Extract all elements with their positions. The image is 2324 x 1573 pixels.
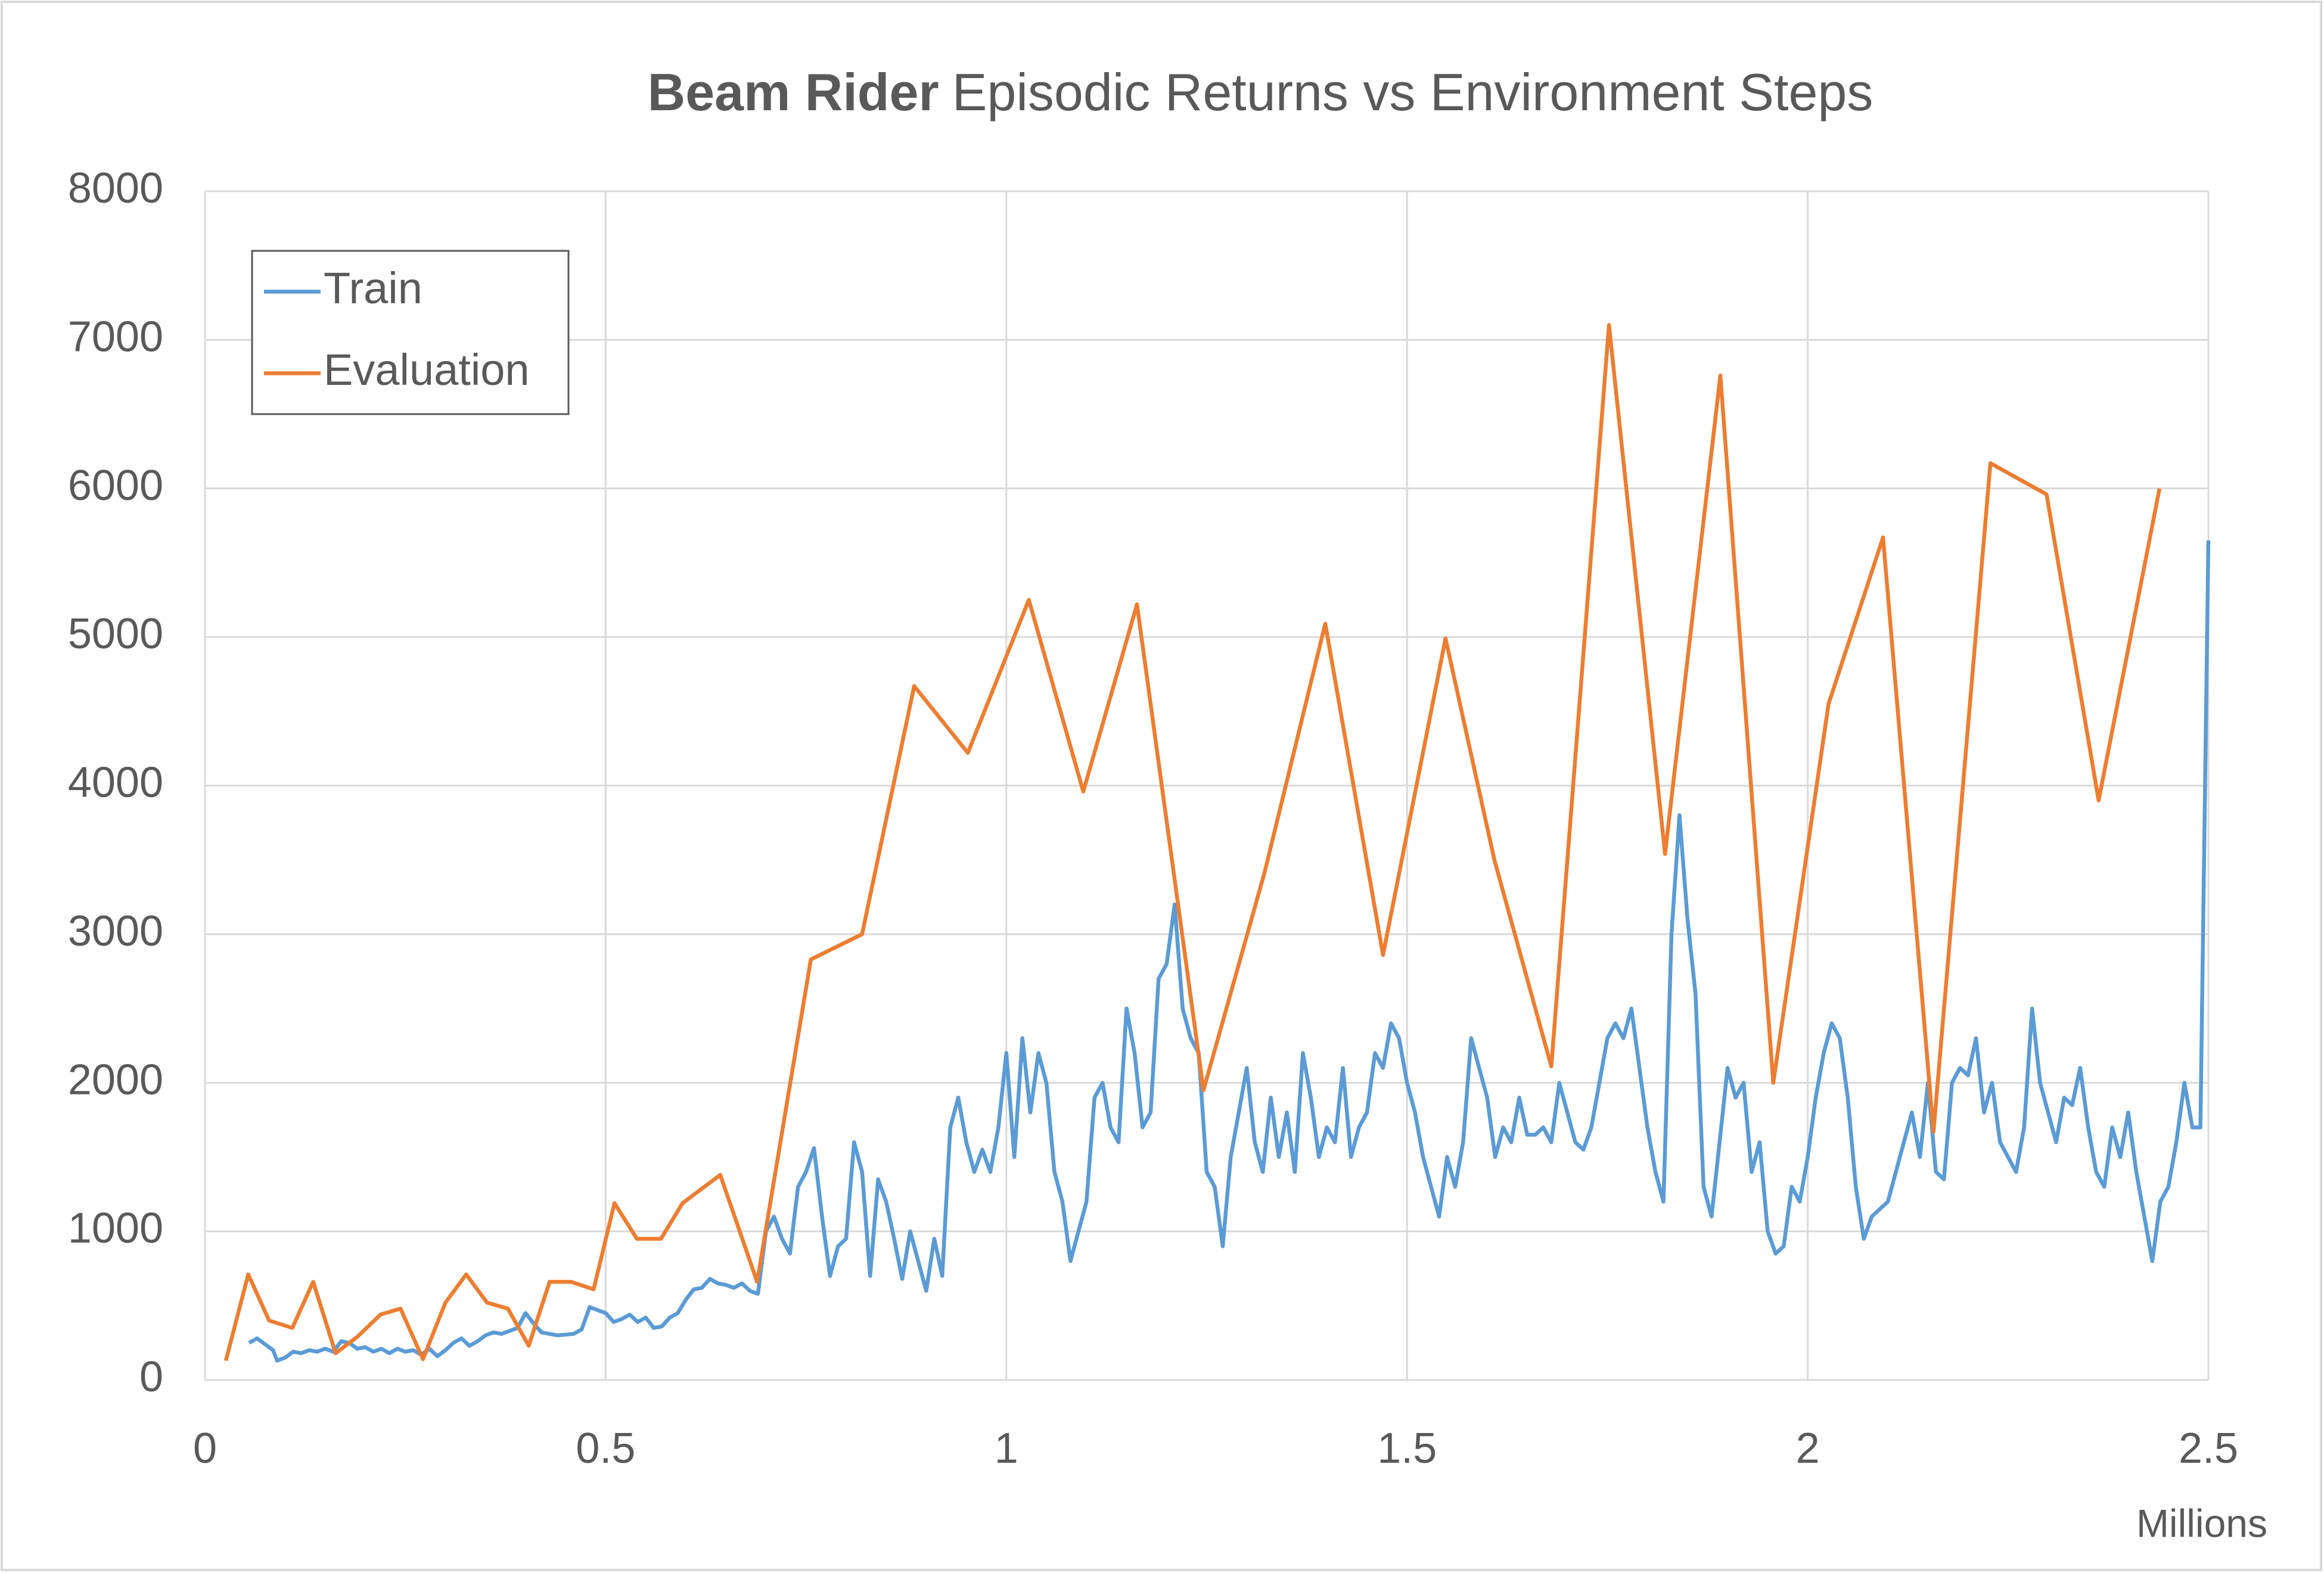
y-tick-label: 5000 xyxy=(68,610,163,658)
y-tick-label: 2000 xyxy=(68,1056,163,1103)
y-tick-label: 6000 xyxy=(68,462,163,509)
series-line xyxy=(248,540,2211,1363)
y-tick-label: 4000 xyxy=(68,759,163,807)
y-tick-label: 8000 xyxy=(68,164,163,212)
legend-box xyxy=(251,250,570,415)
x-tick-label: 1 xyxy=(995,1425,1018,1472)
title-rest: Episodic Returns vs Environment Steps xyxy=(952,63,1874,122)
y-tick-label: 0 xyxy=(139,1353,163,1401)
x-tick-label: 2 xyxy=(1796,1425,1820,1472)
x-tick-label: 1.5 xyxy=(1377,1425,1437,1472)
series-line xyxy=(223,323,2162,1361)
legend-label: Train xyxy=(324,263,422,313)
x-tick-label: 0 xyxy=(193,1425,217,1472)
title-bold: Beam Rider xyxy=(648,63,939,122)
x-unit-label: Millions xyxy=(2136,1501,2267,1545)
legend-label: Evaluation xyxy=(324,345,530,394)
y-tick-label: 1000 xyxy=(68,1205,163,1252)
y-tick-label: 7000 xyxy=(68,313,163,360)
x-tick-label: 0.5 xyxy=(576,1425,635,1472)
x-tick-label: 2.5 xyxy=(2179,1425,2238,1472)
y-tick-label: 3000 xyxy=(68,907,163,955)
chart-title: Beam Rider Episodic Returns vs Environmen… xyxy=(648,63,1874,122)
